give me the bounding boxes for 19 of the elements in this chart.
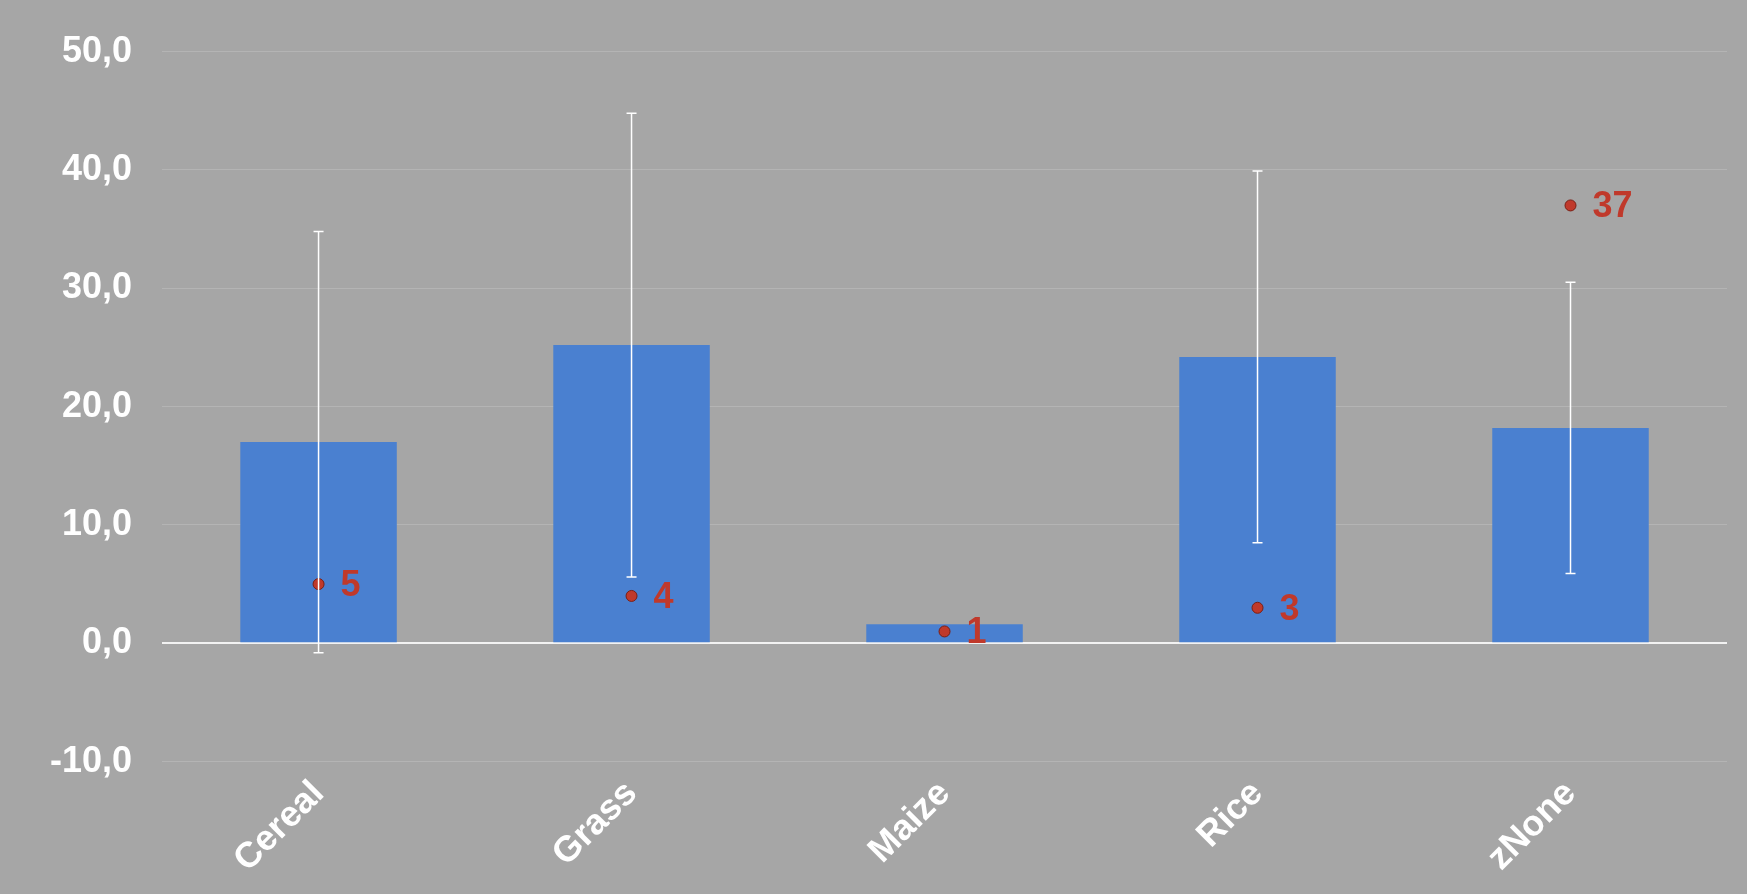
bar bbox=[240, 442, 397, 643]
bar bbox=[1179, 356, 1336, 643]
point bbox=[1251, 601, 1264, 614]
bar bbox=[553, 345, 710, 643]
point bbox=[938, 625, 951, 638]
data-label: 3 bbox=[1279, 586, 1300, 628]
y-tick-label: -10,0 bbox=[49, 738, 133, 780]
y-tick-label: 20,0 bbox=[61, 383, 133, 425]
data-label: 5 bbox=[340, 563, 361, 605]
y-tick-label: 40,0 bbox=[61, 146, 133, 188]
data-label: 37 bbox=[1592, 184, 1633, 226]
y-tick-label: 30,0 bbox=[61, 265, 133, 307]
point bbox=[1564, 199, 1577, 212]
y-tick-label: 0,0 bbox=[82, 620, 133, 662]
y-tick-label: 50,0 bbox=[61, 28, 133, 70]
point bbox=[625, 589, 638, 602]
data-label: 4 bbox=[653, 574, 674, 616]
y-tick-label: 10,0 bbox=[61, 501, 133, 543]
bar bbox=[1492, 427, 1649, 643]
